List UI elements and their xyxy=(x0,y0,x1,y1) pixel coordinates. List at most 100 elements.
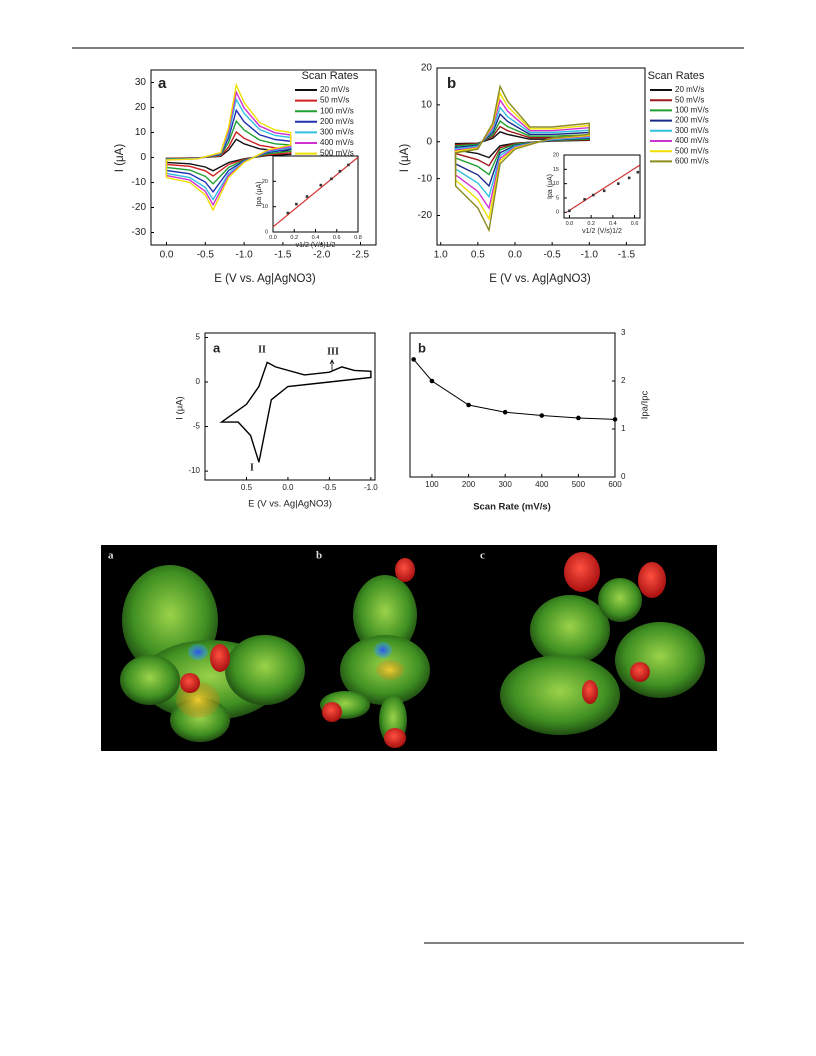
plot-frame xyxy=(204,332,376,481)
x-tick-label: 0.6 xyxy=(631,221,639,227)
x-tick-label: -2.0 xyxy=(313,250,331,261)
y-axis-label: Ipa (μA) xyxy=(256,181,263,206)
y-tick-label: 0 xyxy=(265,229,268,235)
panel-label: b xyxy=(316,550,322,562)
molecule-figure xyxy=(101,545,717,751)
panel-label: b xyxy=(447,75,456,92)
legend-label: 200 mV/s xyxy=(675,116,709,125)
y-axis-label: Ipa/Ipc xyxy=(640,390,651,419)
legend-label: 20 mV/s xyxy=(675,85,704,94)
data-point xyxy=(466,402,471,408)
molecule-b xyxy=(320,558,430,748)
y-tick-label: 20 xyxy=(421,63,433,74)
x-tick-label: 0.0 xyxy=(269,235,277,241)
y-tick-label: -20 xyxy=(418,210,433,221)
x-tick-label: 200 xyxy=(462,480,476,489)
y-axis-label: I (μA) xyxy=(399,144,411,173)
y-tick-label: 20 xyxy=(135,102,147,113)
x-tick-label: 0.0 xyxy=(566,221,574,227)
y-tick-label: 1 xyxy=(621,424,626,433)
y-tick-label: -10 xyxy=(418,173,433,184)
data-point xyxy=(612,417,618,422)
y-tick-label: 20 xyxy=(262,179,268,185)
x-tick-label: 0.4 xyxy=(609,221,617,227)
data-point xyxy=(583,198,586,201)
data-point xyxy=(338,169,342,173)
legend-label: 50 mV/s xyxy=(675,95,704,104)
y-tick-label: 20 xyxy=(553,152,559,158)
plot-frame xyxy=(409,332,616,478)
y-tick-label: 15 xyxy=(553,167,559,173)
x-tick-label: -1.5 xyxy=(618,250,636,261)
y-tick-label: 30 xyxy=(135,77,147,88)
data-point xyxy=(429,378,435,384)
x-tick-label: 0.2 xyxy=(290,235,298,241)
legend-title: Scan Rates xyxy=(302,70,359,82)
molecule-a xyxy=(120,565,305,742)
x-tick-label: 0.4 xyxy=(312,235,320,241)
x-tick-label: -0.5 xyxy=(544,250,562,261)
y-tick-label: -10 xyxy=(132,177,147,188)
x-tick-label: 0.2 xyxy=(587,221,595,227)
x-tick-label: 0.6 xyxy=(333,235,341,241)
y-tick-label: 5 xyxy=(196,333,201,342)
cv-curve xyxy=(165,82,292,212)
legend-label: 50 mV/s xyxy=(320,96,349,105)
x-tick-label: -1.0 xyxy=(235,250,253,261)
legend-label: 20 mV/s xyxy=(320,85,349,94)
y-axis-label: Ipa (μA) xyxy=(547,174,554,199)
fit-line xyxy=(566,164,641,213)
legend-label: 200 mV/s xyxy=(320,117,354,126)
panel-label: a xyxy=(158,75,167,92)
legend-label: 100 mV/s xyxy=(320,106,354,115)
x-axis-label: E (V vs. Ag|AgNO3) xyxy=(214,273,316,285)
legend-label: 500 mV/s xyxy=(675,146,709,155)
x-tick-label: 0.0 xyxy=(282,483,294,492)
y-tick-label: -10 xyxy=(188,466,200,475)
x-axis-label: ν1/2 (V/s)1/2 xyxy=(296,242,336,249)
molecule-c xyxy=(500,552,705,735)
x-tick-label: 400 xyxy=(535,480,549,489)
y-axis-label: I (μA) xyxy=(114,144,126,173)
x-axis-label: Scan Rate (mV/s) xyxy=(473,502,551,513)
arrow xyxy=(329,359,335,370)
legend-label: 300 mV/s xyxy=(320,128,354,137)
data-point xyxy=(286,211,290,215)
x-tick-label: -0.5 xyxy=(197,250,215,261)
data-point xyxy=(539,413,545,418)
y-tick-label: 0 xyxy=(426,136,432,147)
y-tick-label: 10 xyxy=(553,181,559,187)
data-point xyxy=(636,170,640,174)
x-axis-label: E (V vs. Ag|AgNO3) xyxy=(489,273,591,285)
y-tick-label: 0 xyxy=(140,152,146,163)
y-tick-label: 2 xyxy=(621,376,626,385)
x-tick-label: -2.5 xyxy=(352,250,370,261)
y-tick-label: -20 xyxy=(132,202,147,213)
peak-label: III xyxy=(327,346,339,357)
y-axis-label: I (μA) xyxy=(175,396,186,419)
legend-label: 400 mV/s xyxy=(320,138,354,147)
x-tick-label: 0.8 xyxy=(354,235,362,241)
x-axis-label: E (V vs. Ag|AgNO3) xyxy=(248,499,332,510)
legend-label: 300 mV/s xyxy=(675,126,709,135)
x-tick-label: 300 xyxy=(498,480,512,489)
x-tick-label: 100 xyxy=(425,480,439,489)
data-point xyxy=(502,409,508,415)
x-tick-label: -1.0 xyxy=(581,250,599,261)
x-axis-label: ν1/2 (V/s)1/2 xyxy=(582,228,622,235)
x-tick-label: 0.5 xyxy=(241,483,253,492)
y-tick-label: 5 xyxy=(556,195,559,201)
data-point xyxy=(602,189,606,193)
x-tick-label: -1.0 xyxy=(364,483,378,492)
x-tick-label: -1.5 xyxy=(274,250,292,261)
data-point xyxy=(330,177,333,181)
data-point xyxy=(347,163,350,167)
panel-label: c xyxy=(480,550,485,562)
data-point xyxy=(295,202,298,206)
legend-label: 400 mV/s xyxy=(675,136,709,145)
x-tick-label: 0.5 xyxy=(471,250,485,261)
peak-label: I xyxy=(250,462,254,473)
data-point xyxy=(616,182,620,185)
cv-curve xyxy=(454,84,590,233)
